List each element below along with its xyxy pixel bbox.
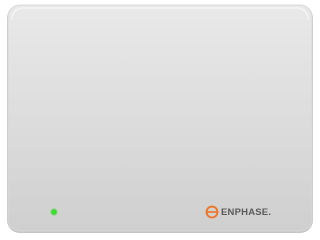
logo-text: ENPHASE.	[221, 207, 271, 218]
brand-logo: ENPHASE.	[207, 207, 272, 219]
device-image: ENPHASE.	[0, 0, 320, 240]
device-body	[8, 5, 312, 231]
status-led	[52, 210, 56, 214]
page: ENPHASE. (() => { const data = JSON.pars…	[0, 0, 320, 240]
